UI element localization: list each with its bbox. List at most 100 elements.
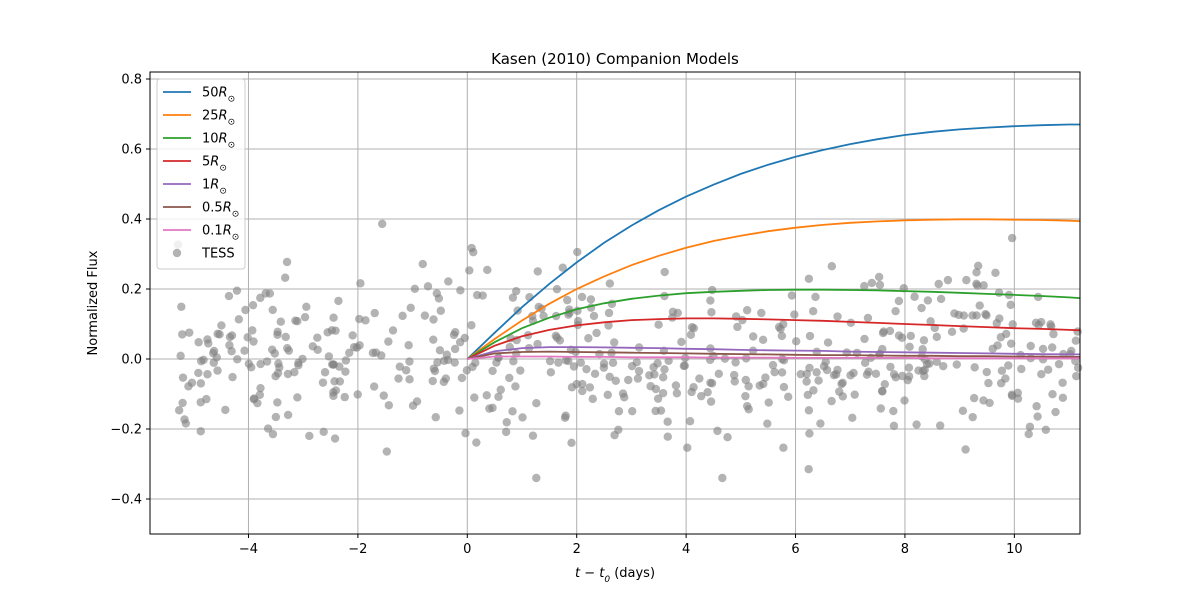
tess-point: [298, 354, 307, 364]
tess-point: [730, 377, 739, 386]
legend-entry: 10R⊙: [202, 132, 235, 151]
tess-point: [462, 366, 472, 375]
tess-point: [533, 339, 542, 349]
tess-point: [573, 316, 583, 326]
tess-point: [203, 370, 212, 379]
tess-point: [539, 311, 548, 321]
tess-point: [320, 368, 330, 377]
y-tick-label: −0.4: [110, 493, 142, 508]
tess-point: [796, 369, 805, 379]
tess-point: [707, 285, 717, 295]
tess-point: [384, 337, 393, 346]
tess-point: [1006, 300, 1015, 310]
tess-point: [718, 473, 727, 483]
tess-point: [886, 362, 895, 372]
tess-point: [952, 360, 961, 369]
tess-point: [435, 346, 445, 355]
tess-point: [405, 375, 414, 384]
tess-point: [240, 346, 249, 355]
tess-point: [177, 302, 186, 311]
tess-point: [248, 326, 257, 335]
tess-point: [404, 341, 413, 350]
tess-point: [962, 275, 971, 285]
tess-point: [178, 330, 187, 339]
tess-point: [194, 338, 203, 347]
tess-point: [668, 307, 678, 316]
tess-point: [706, 296, 715, 305]
tess-point: [1037, 317, 1046, 327]
tess-point: [174, 406, 184, 415]
legend-entry: TESS: [201, 247, 235, 262]
tess-point: [439, 356, 449, 365]
tess-point: [1025, 422, 1035, 431]
x-axis-label-sub: 0: [604, 575, 610, 585]
tess-point: [1007, 233, 1017, 243]
tess-point: [1073, 327, 1082, 336]
tess-point: [812, 347, 821, 357]
tess-point: [685, 417, 695, 426]
tess-point: [178, 373, 188, 382]
tess-point: [441, 374, 451, 383]
tess-point: [429, 335, 438, 344]
tess-point: [991, 268, 1000, 278]
tess-point: [1007, 390, 1017, 399]
tess-point: [276, 317, 285, 326]
tess-point: [910, 292, 919, 301]
tess-point: [917, 303, 926, 313]
tess-point: [532, 398, 541, 408]
tess-point: [180, 415, 189, 424]
tess-point: [589, 311, 599, 321]
tess-point: [281, 332, 290, 342]
legend-box: [156, 78, 246, 270]
tess-point: [610, 430, 619, 440]
tess-point: [604, 308, 614, 318]
tess-point: [406, 303, 415, 312]
tess-point: [777, 368, 787, 377]
tess-point: [1006, 339, 1016, 348]
tess-point: [249, 394, 258, 404]
tess-point: [482, 391, 491, 400]
tess-point: [361, 316, 370, 325]
tess-point: [1049, 329, 1058, 339]
tess-point: [313, 333, 322, 342]
tess-point: [225, 341, 234, 350]
tess-point: [470, 393, 479, 402]
tess-point: [265, 289, 275, 298]
tess-point: [757, 308, 766, 318]
tess-point: [528, 431, 538, 440]
tess-point: [552, 284, 562, 294]
tess-point: [564, 356, 573, 366]
x-tick-label: 6: [791, 542, 799, 557]
tess-point: [900, 396, 909, 405]
tess-point: [982, 367, 991, 377]
tess-point: [996, 333, 1006, 342]
tess-point: [585, 383, 595, 392]
tess-point: [227, 331, 237, 340]
tess-point: [970, 363, 979, 372]
tess-point: [894, 296, 904, 306]
tess-point: [683, 443, 692, 452]
tess-point: [302, 302, 311, 311]
tess-point: [975, 301, 984, 310]
tess-point: [560, 413, 570, 422]
tess-point: [592, 328, 601, 338]
tess-point: [973, 261, 983, 271]
tess-point: [586, 295, 596, 304]
tess-point: [423, 282, 433, 291]
tess-point: [811, 292, 820, 302]
tess-point: [456, 286, 465, 295]
y-tick-label: 0.6: [121, 143, 142, 158]
tess-point: [273, 398, 282, 407]
tess-point: [599, 363, 609, 372]
tess-point: [1037, 370, 1046, 379]
tess-point: [563, 295, 572, 305]
tess-point: [1048, 390, 1057, 399]
tess-point: [759, 379, 768, 389]
tess-point: [384, 401, 394, 410]
tess-point: [628, 406, 637, 416]
tess-point: [283, 369, 293, 379]
tess-point: [992, 319, 1001, 328]
tess-point: [578, 386, 587, 396]
tess-point: [912, 420, 921, 429]
tess-point: [1033, 292, 1043, 302]
